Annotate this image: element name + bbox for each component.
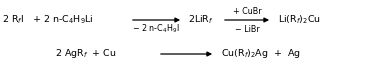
Text: 2 AgR$_f$  + Cu: 2 AgR$_f$ + Cu xyxy=(55,48,117,60)
Text: 2LiR$_f$: 2LiR$_f$ xyxy=(188,14,214,26)
Text: − LiBr: − LiBr xyxy=(235,24,259,33)
Text: − 2 n-C$_4$H$_9$I: − 2 n-C$_4$H$_9$I xyxy=(132,23,180,35)
Text: 2 R$_f$I   + 2 n-C$_4$H$_9$Li: 2 R$_f$I + 2 n-C$_4$H$_9$Li xyxy=(2,14,94,26)
Text: Cu(R$_f$)$_2$Ag  +  Ag: Cu(R$_f$)$_2$Ag + Ag xyxy=(221,48,301,60)
Text: + CuBr: + CuBr xyxy=(233,6,261,15)
Text: Li(R$_f$)$_2$Cu: Li(R$_f$)$_2$Cu xyxy=(278,14,321,26)
